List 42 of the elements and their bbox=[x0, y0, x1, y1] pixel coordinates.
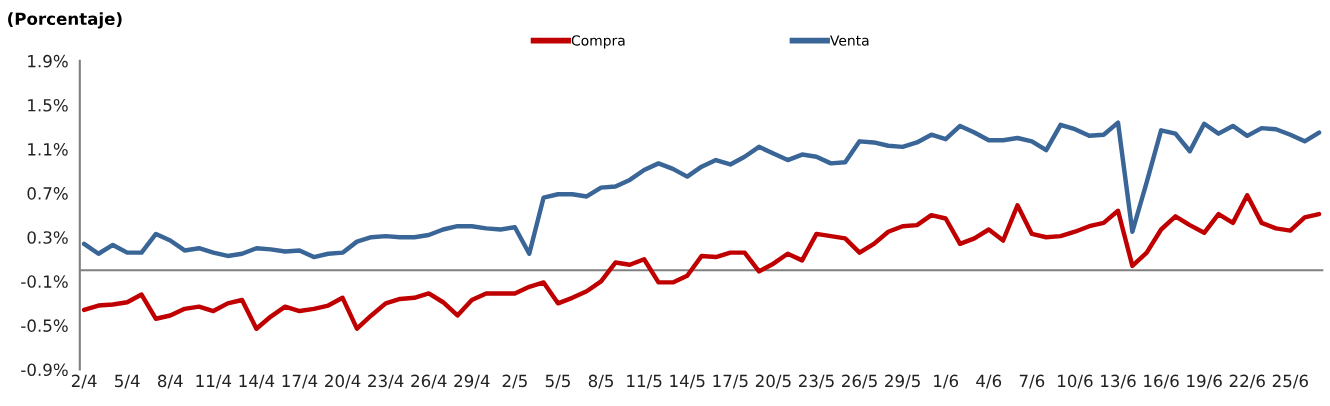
x-tick-label: 26/5 bbox=[842, 374, 877, 389]
x-tick-label: 26/4 bbox=[411, 374, 447, 389]
x-tick-label: 1/6 bbox=[934, 374, 959, 389]
x-tick-label: 23/4 bbox=[368, 374, 404, 389]
x-tick-label: 17/4 bbox=[282, 374, 318, 389]
x-tick-label: 7/6 bbox=[1019, 374, 1045, 389]
chart-title: (Porcentaje) bbox=[8, 12, 122, 29]
x-tick-label: 4/6 bbox=[976, 374, 1002, 389]
x-tick-label: 2/4 bbox=[71, 374, 97, 389]
y-tick-label: -0.5% bbox=[21, 319, 68, 332]
x-tick-label: 29/4 bbox=[454, 374, 490, 389]
x-tick-label: 11/4 bbox=[196, 374, 232, 389]
y-tick-label: -0.1% bbox=[21, 275, 68, 288]
x-tick-label: 5/4 bbox=[115, 374, 140, 389]
x-tick-label: 23/5 bbox=[798, 374, 834, 389]
legend-label: Compra bbox=[571, 35, 625, 49]
line-series bbox=[81, 193, 1322, 331]
x-tick-label: 11/5 bbox=[627, 374, 662, 389]
x-tick-label: 2/5 bbox=[502, 374, 527, 389]
x-tick-label: 25/6 bbox=[1272, 374, 1308, 389]
x-tick-label: 14/5 bbox=[670, 374, 705, 389]
x-tick-label: 20/5 bbox=[755, 374, 791, 389]
x-tick-label: 8/5 bbox=[588, 374, 614, 389]
y-tick-label: 0.3% bbox=[27, 231, 68, 244]
x-tick-label: 17/5 bbox=[713, 374, 748, 389]
y-tick-label: 0.7% bbox=[27, 187, 68, 200]
x-tick-label: 5/5 bbox=[545, 374, 570, 389]
x-tick-label: 20/4 bbox=[325, 374, 361, 389]
legend-label: Venta bbox=[830, 35, 869, 46]
y-tick-label: 1.1% bbox=[28, 143, 68, 156]
line-series bbox=[81, 120, 1322, 260]
x-tick-label: 19/6 bbox=[1187, 374, 1222, 389]
x-tick-label: 16/6 bbox=[1144, 374, 1179, 389]
x-tick-label: 10/6 bbox=[1058, 374, 1093, 389]
y-tick-label: -0.9% bbox=[21, 363, 68, 377]
x-tick-label: 13/6 bbox=[1101, 374, 1136, 389]
y-tick-label: 1.9% bbox=[28, 54, 68, 68]
x-tick-label: 14/4 bbox=[239, 374, 275, 389]
y-tick-label: 1.5% bbox=[28, 98, 68, 112]
x-tick-label: 29/5 bbox=[885, 374, 920, 389]
x-tick-label: 8/4 bbox=[157, 374, 183, 389]
x-tick-label: 22/6 bbox=[1229, 374, 1265, 389]
